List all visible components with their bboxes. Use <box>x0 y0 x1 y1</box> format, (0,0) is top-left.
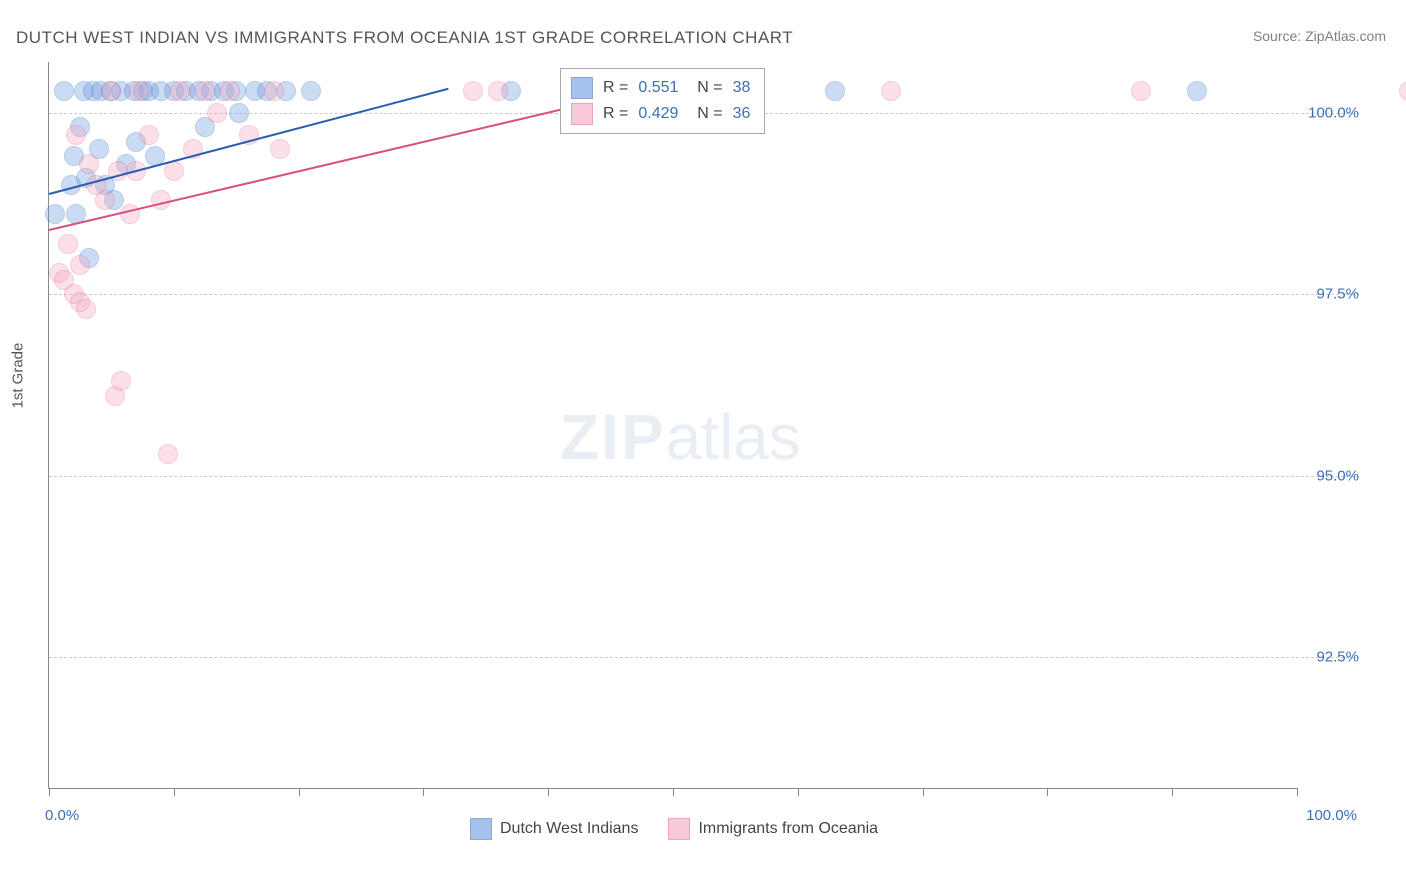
legend-item-1: Dutch West Indians <box>470 818 638 840</box>
scatter-point <box>54 81 74 101</box>
y-tick-label: 92.5% <box>1316 649 1359 666</box>
x-tick <box>299 788 300 796</box>
legend-n-label: N = <box>688 105 722 123</box>
x-min-label: 0.0% <box>45 807 79 824</box>
scatter-point <box>488 81 508 101</box>
scatter-point <box>111 371 131 391</box>
scatter-point <box>66 125 86 145</box>
scatter-point <box>129 81 149 101</box>
y-tick-label: 97.5% <box>1316 286 1359 303</box>
legend-n-label: N = <box>688 79 722 97</box>
scatter-point <box>76 299 96 319</box>
x-tick <box>423 788 424 796</box>
legend-r-label: R = <box>603 79 628 97</box>
scatter-point <box>881 81 901 101</box>
scatter-point <box>264 81 284 101</box>
x-tick <box>673 788 674 796</box>
plot-area: 92.5%95.0%97.5%100.0%0.0%100.0% <box>48 62 1297 789</box>
scatter-point <box>1399 81 1406 101</box>
scatter-point <box>158 444 178 464</box>
legend-swatch-1 <box>470 818 492 840</box>
scatter-point <box>170 81 190 101</box>
scatter-point <box>58 234 78 254</box>
y-tick-label: 95.0% <box>1316 467 1359 484</box>
scatter-point <box>195 81 215 101</box>
scatter-point <box>1187 81 1207 101</box>
scatter-point <box>1131 81 1151 101</box>
legend-r-value: 0.551 <box>638 79 678 97</box>
gridline <box>49 294 1359 295</box>
scatter-point <box>70 255 90 275</box>
source-label: Source: ZipAtlas.com <box>1253 28 1386 44</box>
legend-n-value: 38 <box>733 79 751 97</box>
scatter-point <box>301 81 321 101</box>
x-tick <box>49 788 50 796</box>
scatter-point <box>825 81 845 101</box>
x-tick <box>548 788 549 796</box>
scatter-point <box>95 190 115 210</box>
legend-row: R = 0.429 N = 36 <box>571 101 750 127</box>
legend-label-1: Dutch West Indians <box>500 820 638 838</box>
scatter-point <box>220 81 240 101</box>
legend-swatch-icon <box>571 77 593 99</box>
scatter-point <box>79 154 99 174</box>
x-tick <box>1172 788 1173 796</box>
series-legend: Dutch West Indians Immigrants from Ocean… <box>470 818 878 840</box>
legend-label-2: Immigrants from Oceania <box>698 820 878 838</box>
scatter-point <box>101 81 121 101</box>
y-axis-title: 1st Grade <box>10 343 27 409</box>
legend-n-value: 36 <box>733 105 751 123</box>
legend-r-value: 0.429 <box>638 105 678 123</box>
legend-r-label: R = <box>603 105 628 123</box>
y-tick-label: 100.0% <box>1308 104 1359 121</box>
x-tick <box>174 788 175 796</box>
trendline <box>49 87 449 194</box>
x-tick <box>1297 788 1298 796</box>
scatter-point <box>270 139 290 159</box>
scatter-point <box>139 125 159 145</box>
correlation-legend: R = 0.551 N = 38 R = 0.429 N = 36 <box>560 68 765 134</box>
scatter-point <box>207 103 227 123</box>
scatter-point <box>463 81 483 101</box>
legend-row: R = 0.551 N = 38 <box>571 75 750 101</box>
legend-swatch-icon <box>571 103 593 125</box>
x-tick <box>923 788 924 796</box>
scatter-point <box>45 204 65 224</box>
gridline <box>49 476 1359 477</box>
scatter-point <box>229 103 249 123</box>
x-max-label: 100.0% <box>1306 807 1357 824</box>
chart-title: DUTCH WEST INDIAN VS IMMIGRANTS FROM OCE… <box>16 28 793 48</box>
gridline <box>49 657 1359 658</box>
x-tick <box>1047 788 1048 796</box>
legend-swatch-2 <box>668 818 690 840</box>
x-tick <box>798 788 799 796</box>
legend-item-2: Immigrants from Oceania <box>668 818 878 840</box>
